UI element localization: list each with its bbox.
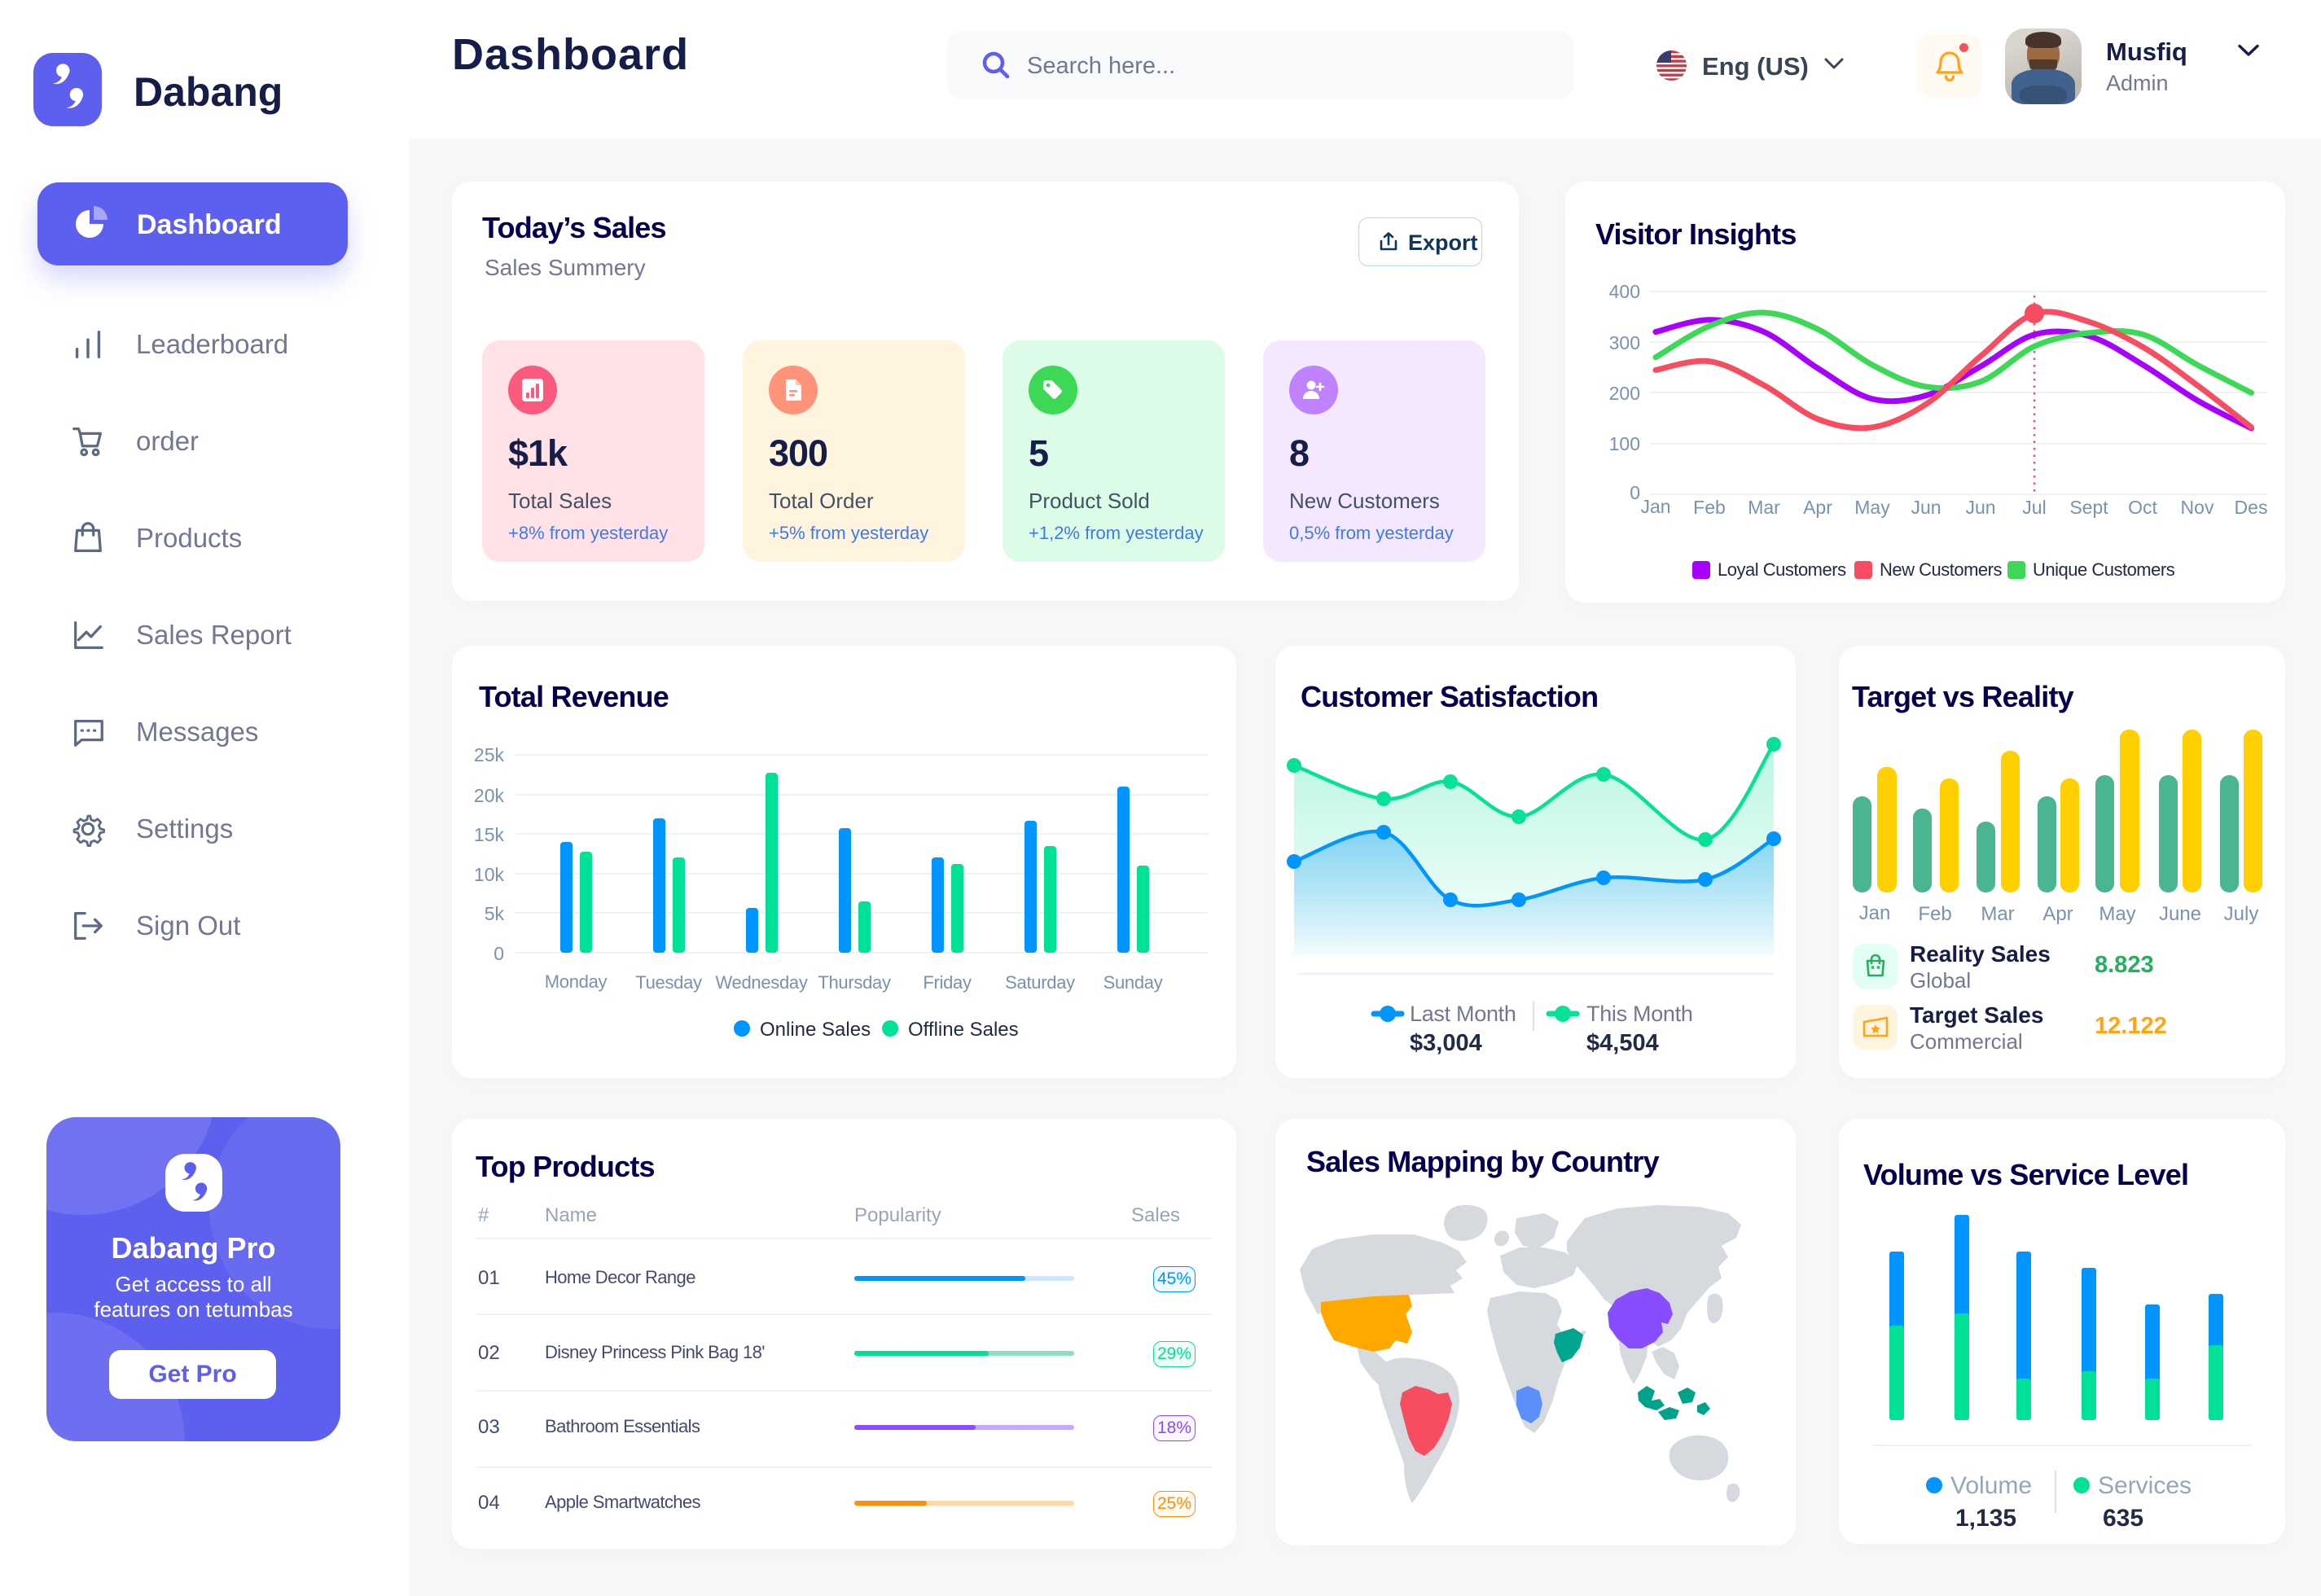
svg-text:May: May: [1854, 497, 1890, 518]
svg-text:Loyal Customers: Loyal Customers: [1718, 559, 1846, 580]
svg-text:Nov: Nov: [2181, 497, 2214, 518]
svg-text:Offline Sales: Offline Sales: [908, 1019, 1019, 1041]
svg-text:Unique Customers: Unique Customers: [2033, 559, 2175, 580]
svg-text:5k: 5k: [485, 903, 505, 924]
svg-text:Des: Des: [2235, 497, 2268, 518]
svg-text:Volume: Volume: [1950, 1472, 2032, 1499]
svg-text:Sunday: Sunday: [1103, 972, 1163, 993]
svg-text:Mar: Mar: [1981, 903, 2014, 925]
svg-text:June: June: [2159, 903, 2201, 925]
svg-text:635: 635: [2103, 1505, 2143, 1532]
svg-text:Jun: Jun: [1965, 497, 1995, 518]
svg-text:July: July: [2224, 903, 2259, 925]
svg-text:Thursday: Thursday: [818, 972, 891, 993]
svg-text:Jan: Jan: [1640, 496, 1670, 517]
svg-text:0: 0: [1630, 482, 1640, 503]
svg-text:25k: 25k: [474, 744, 505, 765]
svg-text:Feb: Feb: [1918, 903, 1951, 925]
svg-text:100: 100: [1609, 433, 1640, 454]
svg-text:Jul: Jul: [2022, 497, 2046, 518]
svg-text:Oct: Oct: [2128, 497, 2157, 518]
svg-text:Apr: Apr: [1803, 497, 1832, 518]
svg-text:May: May: [2099, 903, 2135, 925]
svg-text:Saturday: Saturday: [1005, 972, 1075, 993]
svg-text:Friday: Friday: [923, 972, 972, 993]
svg-text:400: 400: [1609, 281, 1640, 302]
svg-text:1,135: 1,135: [1955, 1505, 2016, 1532]
svg-text:Jun: Jun: [1911, 497, 1941, 518]
svg-text:Sept: Sept: [2069, 497, 2108, 518]
svg-text:Last Month: Last Month: [1410, 1002, 1516, 1026]
svg-text:Monday: Monday: [545, 971, 608, 992]
svg-text:New Customers: New Customers: [1880, 559, 2002, 580]
svg-text:$3,004: $3,004: [1410, 1030, 1482, 1056]
svg-text:200: 200: [1609, 383, 1640, 404]
svg-text:Services: Services: [2098, 1472, 2192, 1499]
svg-text:0: 0: [494, 943, 504, 964]
svg-text:15k: 15k: [474, 824, 505, 845]
svg-text:Feb: Feb: [1693, 497, 1726, 518]
svg-text:Mar: Mar: [1748, 497, 1780, 518]
svg-text:Jan: Jan: [1859, 902, 1891, 924]
svg-text:300: 300: [1609, 332, 1640, 353]
svg-text:Online Sales: Online Sales: [760, 1019, 871, 1041]
svg-text:Tuesday: Tuesday: [635, 972, 702, 993]
svg-text:$4,504: $4,504: [1586, 1030, 1659, 1056]
svg-text:Wednesday: Wednesday: [715, 972, 807, 993]
svg-text:Apr: Apr: [2042, 903, 2073, 925]
svg-text:This Month: This Month: [1586, 1002, 1693, 1026]
svg-text:10k: 10k: [474, 864, 505, 885]
svg-text:20k: 20k: [474, 785, 505, 806]
